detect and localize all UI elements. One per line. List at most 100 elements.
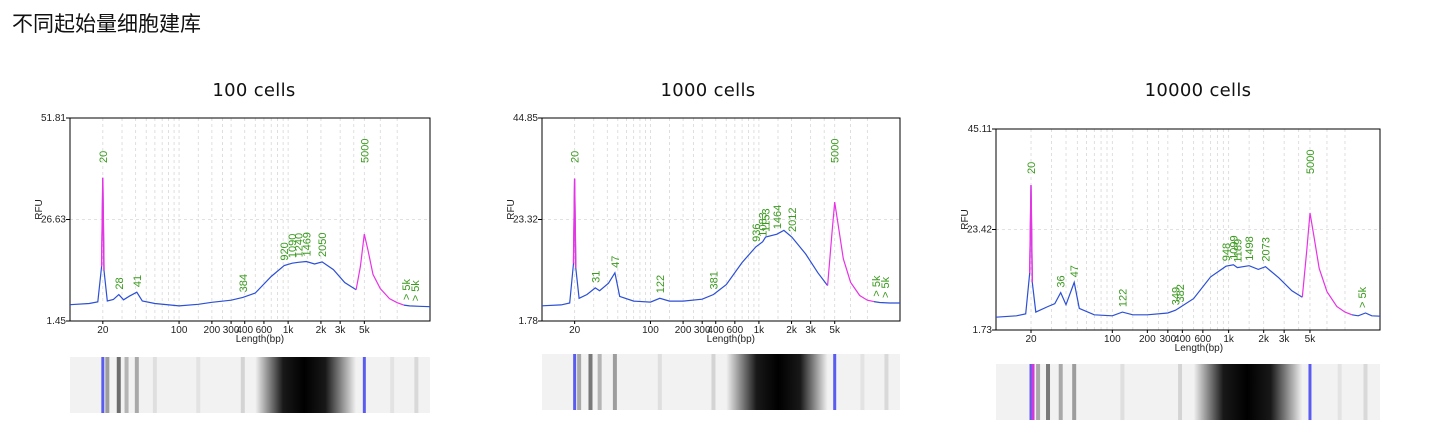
peak-annotation: 2012 bbox=[787, 208, 799, 232]
marker-peak-trace bbox=[1301, 212, 1353, 316]
x-tick-label: 100 bbox=[642, 325, 659, 336]
gel-band bbox=[105, 357, 110, 413]
sample-trace bbox=[873, 301, 900, 304]
peak-annotation: 1464 bbox=[772, 205, 784, 229]
peak-annotation: 1153 bbox=[761, 208, 773, 232]
lower-marker-trace bbox=[572, 178, 577, 269]
chart-title: 100 cells bbox=[212, 80, 296, 101]
x-tick-label: 400 bbox=[236, 325, 253, 336]
sample-trace bbox=[403, 304, 431, 308]
gel-band bbox=[390, 357, 395, 413]
y-tick-label: 45.11 bbox=[968, 124, 993, 135]
sample-trace bbox=[995, 185, 1303, 318]
x-tick-label: 100 bbox=[1104, 334, 1121, 345]
x-tick-label: 5k bbox=[359, 325, 371, 336]
peak-annotation: 2050 bbox=[317, 232, 329, 256]
peak-annotation: 920 bbox=[279, 242, 291, 260]
marker-peak-trace bbox=[355, 233, 405, 306]
peak-annotation: 349 bbox=[1170, 287, 1182, 305]
peak-annotation: 1099 bbox=[1228, 235, 1240, 259]
y-tick-label: 23.32 bbox=[513, 215, 538, 226]
peak-annotation: 20 bbox=[1026, 162, 1038, 174]
x-tick-label: 300 bbox=[694, 325, 711, 336]
gel-marker-band bbox=[573, 354, 577, 410]
gel-band bbox=[414, 357, 419, 413]
peak-annotation: > 5k bbox=[410, 280, 422, 302]
peak-annotation: > 5k bbox=[871, 275, 883, 297]
peak-annotation: 384 bbox=[238, 274, 250, 292]
x-tick-label: 300 bbox=[223, 325, 240, 336]
x-tick-label: 3k bbox=[335, 325, 347, 336]
peak-annotation: 20 bbox=[570, 151, 582, 163]
y-tick-label: 1.73 bbox=[973, 325, 993, 336]
x-tick-label: 1k bbox=[1223, 334, 1235, 345]
gel-band bbox=[577, 354, 582, 410]
peak-annotation: 936 bbox=[751, 224, 763, 242]
x-tick-label: 1k bbox=[283, 325, 295, 336]
page-title: 不同起始量细胞建库 bbox=[12, 12, 201, 36]
x-tick-label: 2k bbox=[786, 325, 798, 336]
x-tick-label: 3k bbox=[1279, 334, 1291, 345]
peak-annotation: 1090 bbox=[287, 234, 299, 258]
gel-band bbox=[116, 357, 121, 413]
gel-smear bbox=[1193, 364, 1303, 420]
gel-band bbox=[1337, 364, 1342, 420]
x-tick-label: 2k bbox=[1258, 334, 1270, 345]
peak-annotation: 2073 bbox=[1260, 237, 1272, 261]
y-axis-label: RFU bbox=[506, 199, 517, 220]
y-tick-label: 1.78 bbox=[519, 316, 539, 327]
x-tick-label: 300 bbox=[1159, 334, 1176, 345]
peak-annotation: 948 bbox=[1221, 243, 1233, 261]
gel-band bbox=[1363, 364, 1368, 420]
peak-annotation: 28 bbox=[114, 277, 126, 289]
gel-lane bbox=[996, 364, 1380, 420]
gel-marker-band bbox=[101, 357, 105, 413]
x-tick-label: 200 bbox=[675, 325, 692, 336]
peak-annotation: 31 bbox=[590, 271, 602, 283]
peak-annotation: 122 bbox=[1117, 289, 1129, 307]
peak-annotation: 47 bbox=[610, 256, 622, 268]
x-tick-label: 20 bbox=[569, 325, 581, 336]
gel-band bbox=[711, 354, 716, 410]
y-tick-label: 51.81 bbox=[41, 113, 66, 124]
y-tick-label: 1.45 bbox=[47, 316, 67, 327]
peak-annotation: 1469 bbox=[301, 232, 313, 256]
peak-annotation: 47 bbox=[1069, 265, 1081, 277]
gel-band bbox=[1036, 364, 1041, 420]
x-axis-label: Length(bp) bbox=[1175, 343, 1223, 354]
gel-lane bbox=[542, 354, 900, 410]
x-tick-label: 200 bbox=[1139, 334, 1156, 345]
peak-annotation: > 5k bbox=[880, 276, 892, 298]
peak-annotation: > 5k bbox=[401, 278, 413, 300]
gel-band bbox=[240, 357, 245, 413]
chart-title: 10000 cells bbox=[1144, 80, 1252, 101]
gel-band bbox=[1072, 364, 1077, 420]
lower-marker-trace bbox=[1029, 185, 1033, 283]
x-tick-label: 20 bbox=[97, 325, 109, 336]
gel-lane bbox=[70, 357, 430, 413]
gel-band bbox=[152, 357, 157, 413]
x-tick-label: 600 bbox=[1195, 334, 1212, 345]
x-tick-label: 20 bbox=[1025, 334, 1037, 345]
gel-band bbox=[124, 357, 129, 413]
peak-annotation: 122 bbox=[655, 275, 667, 293]
x-tick-label: 5k bbox=[829, 325, 841, 336]
gel-band bbox=[134, 357, 139, 413]
lower-marker-trace bbox=[100, 177, 105, 271]
x-tick-label: 600 bbox=[726, 325, 743, 336]
electropherogram-panel-100-cells: 100 cells 51.81 26.63 1.45 RFU 20 100 200 300 40… bbox=[0, 0, 470, 446]
gel-band bbox=[597, 354, 602, 410]
x-tick-label: 2k bbox=[316, 325, 328, 336]
gel-band bbox=[860, 354, 865, 410]
gel-band bbox=[612, 354, 617, 410]
gel-band bbox=[657, 354, 662, 410]
peak-annotation: 5000 bbox=[830, 139, 842, 163]
peak-annotation: 36 bbox=[1056, 275, 1068, 287]
peak-annotation: > 5k bbox=[1357, 286, 1369, 308]
electropherogram-panel-1000-cells: 1000 cells 44.85 23.32 1.78 RFU 20 100 200 300 4… bbox=[506, 80, 901, 410]
peak-annotation: 381 bbox=[708, 271, 720, 289]
gel-marker-band bbox=[1029, 364, 1033, 420]
